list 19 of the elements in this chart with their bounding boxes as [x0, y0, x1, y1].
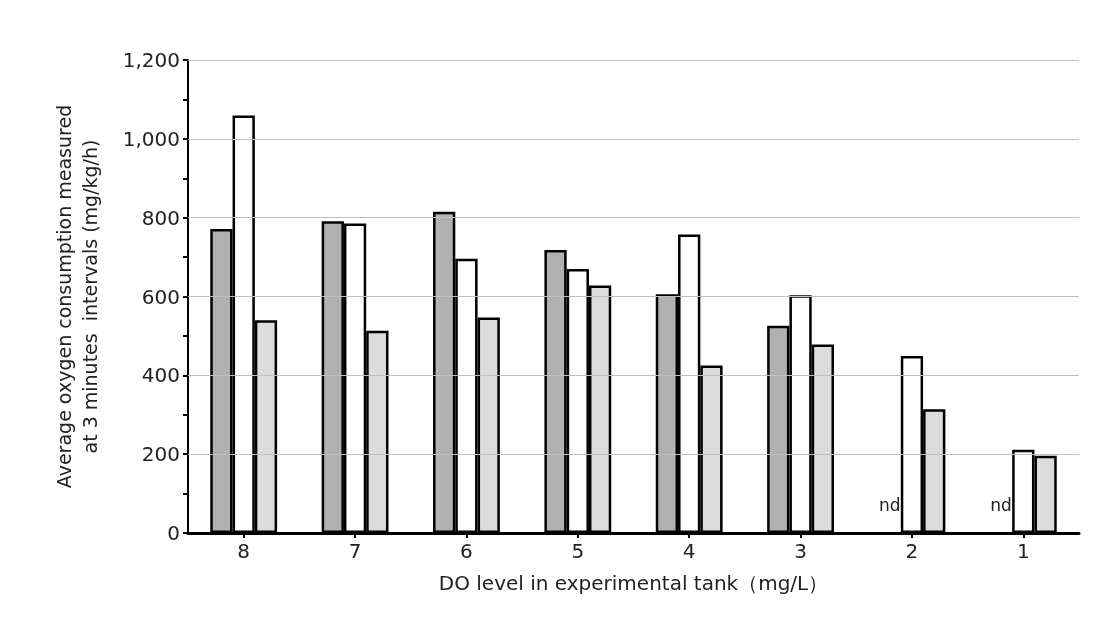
y-tick-label: 0	[167, 521, 180, 545]
y-tick-label: 600	[141, 284, 180, 309]
y-tick-label: 1,200	[122, 48, 180, 72]
x-tick-label: 6	[460, 539, 473, 563]
y-tick-label: 400	[141, 363, 180, 388]
y-tick-label: 1,000	[122, 126, 180, 151]
x-tick-label: 2	[905, 539, 919, 563]
annotation: nd	[990, 494, 1012, 515]
y-tick-label: 200	[141, 442, 180, 467]
x-tick-label: 1	[1016, 539, 1030, 563]
x-tick-label: 4	[682, 539, 696, 563]
y-tick-label: 800	[141, 205, 180, 230]
x-axis-title: DO level in experimental tank（mg/L）	[438, 571, 829, 595]
x-tick-label: 5	[571, 539, 585, 563]
annotation: nd	[878, 494, 901, 515]
y-axis-title: Average oxygen consumption measured at 3 minutes intervals (mg/kg/h)	[53, 104, 101, 489]
x-tick-label: 3	[794, 539, 807, 563]
x-tick-label: 8	[237, 539, 251, 563]
x-tick-label: 7	[348, 539, 362, 563]
